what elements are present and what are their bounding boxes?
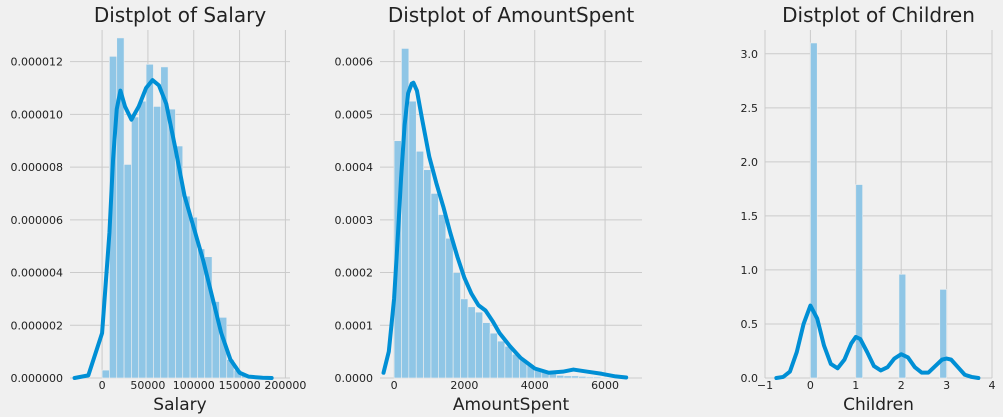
histogram-bar [153,106,162,379]
histogram-bar [810,42,818,379]
y-tick-label: 0.0002 [335,267,374,280]
chart-title: Distplot of Salary [94,3,267,27]
histogram-bar [145,63,154,379]
y-tick-label: 0.0005 [335,108,374,121]
histogram-bar [452,272,461,379]
x-tick-label: 0 [807,379,814,392]
y-tick-label: 1.0 [741,264,759,277]
histogram-bar [131,116,140,379]
y-tick-label: 0.000010 [11,108,64,121]
x-tick-label: −1 [757,379,773,392]
y-tick-label: 3.0 [741,48,759,61]
y-tick-label: 0.0004 [335,161,374,174]
histogram-bar [593,376,602,379]
histogram-bar [571,375,579,379]
x-tick-label: 200000 [264,379,306,392]
y-tick-label: 0.000002 [11,319,64,332]
kde-line [774,303,981,380]
histogram-bar [460,298,469,379]
x-tick-label: 150000 [219,379,261,392]
chart-title: Distplot of Children [782,3,975,27]
histogram-bar [408,100,417,379]
y-tick-label: 2.0 [741,156,759,169]
histogram-bar [489,332,498,379]
histogram-bar [101,369,110,379]
x-tick-label: 6000 [591,379,619,392]
histogram-bar [898,273,907,379]
histogram-bar [556,375,565,379]
kde-line [381,80,629,380]
x-axis-label: Children [843,395,914,415]
x-tick-label: 100000 [173,379,215,392]
histogram-bar [600,377,609,379]
x-tick-label: 4 [989,379,996,392]
panel-salary: 0.000000 0.000002 0.000004 0.000006 0.000008… [11,3,307,415]
panel-children: 0.0 0.5 1.0 1.5 2.0 2.5 3.0 −1 0 1 2 3 4 Distplot of … [741,3,996,415]
y-tick-label: 0.0000 [335,372,374,385]
y-tick-label: 0.0006 [335,56,374,69]
x-tick-label: 4000 [521,379,549,392]
histogram-bar [123,164,132,379]
histogram-bar [467,306,476,379]
histogram-bar [939,289,947,379]
y-tick-label: 0.000008 [11,161,64,174]
histogram-bar [563,375,572,379]
y-tick-label: 0.000004 [11,267,64,280]
y-tick-label: 0.5 [741,318,759,331]
histogram-bar [578,376,587,379]
histogram-bar [497,340,506,379]
x-axis-label: Salary [153,395,206,415]
histogram-bar [585,376,594,379]
y-tick-label: 1.5 [741,210,759,223]
x-tick-label: 0 [391,379,398,392]
histogram-bar [504,346,513,379]
panel-amountspent: 0.0000 0.0001 0.0002 0.0003 0.0004 0.0005 0.00… [335,3,642,415]
x-tick-label: 0 [99,379,106,392]
histogram-bar [430,193,439,379]
x-tick-label: 3 [943,379,950,392]
histogram-bar [482,322,491,379]
histogram-bar [423,169,432,379]
y-tick-label: 0.000012 [11,56,64,69]
y-tick-label: 0.0001 [335,319,374,332]
x-tick-label: 2000 [450,379,478,392]
x-axis-label: AmountSpent [453,395,570,415]
histogram-bar [415,150,424,379]
histogram-bar [438,214,447,379]
x-tick-label: 1 [852,379,859,392]
histogram-bar [138,100,147,379]
y-tick-label: 0.0003 [335,214,374,227]
x-tick-label: 2 [898,379,905,392]
histogram-bar [855,184,863,379]
y-tick-label: 0.000000 [11,372,64,385]
histogram-bar [182,195,191,379]
chart-title: Distplot of AmountSpent [388,3,635,27]
y-tick-label: 0.000006 [11,214,64,227]
kde-line [72,78,274,380]
y-tick-label: 0.0 [741,372,759,385]
x-tick-label: 50000 [130,379,165,392]
histogram-bar [475,311,483,379]
histogram-bar [445,237,454,379]
y-tick-label: 2.5 [741,102,759,115]
